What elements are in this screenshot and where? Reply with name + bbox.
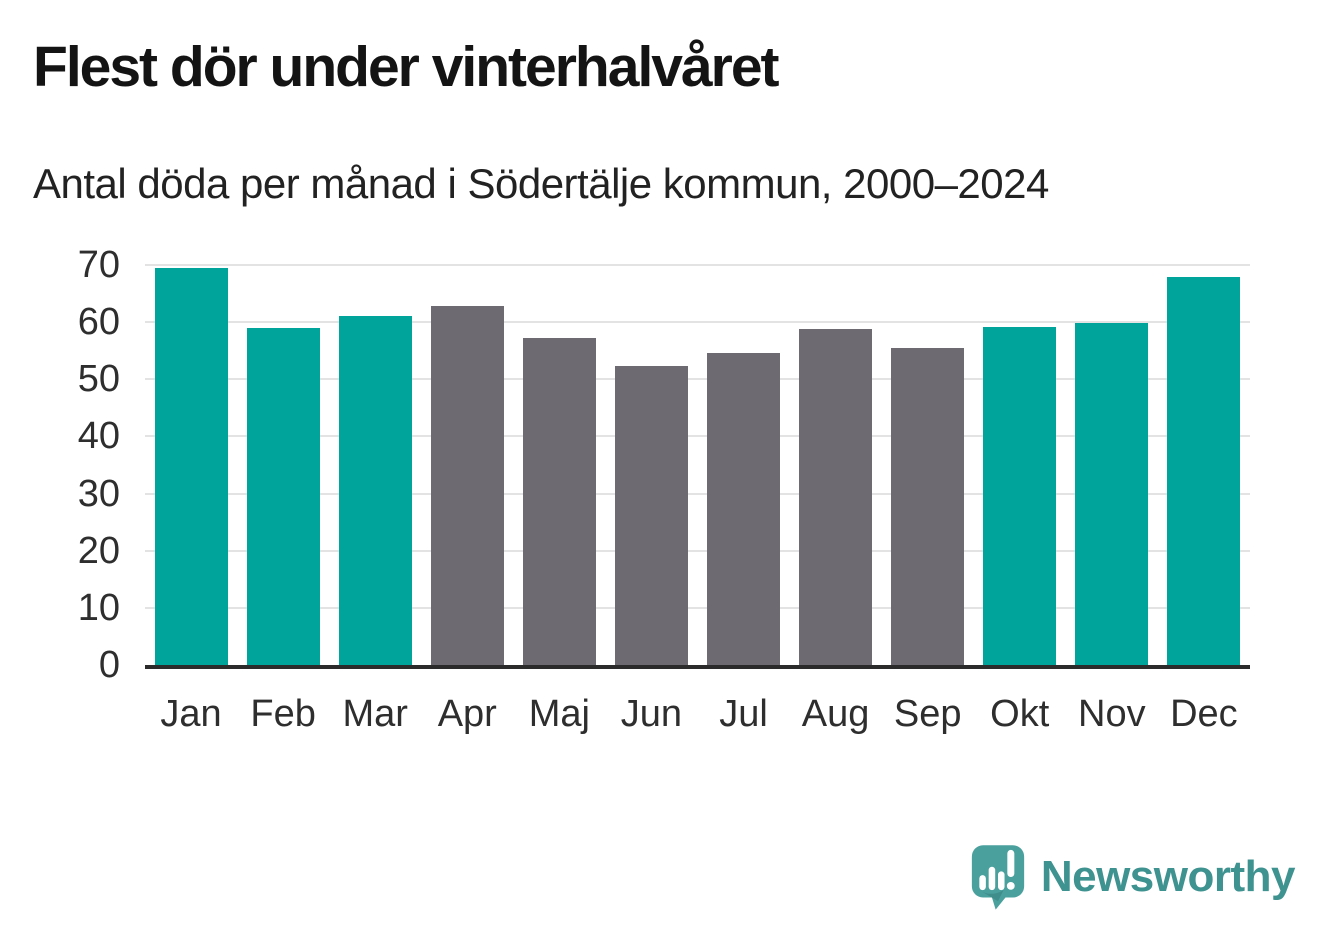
x-tick-label-apr: Apr xyxy=(437,693,497,735)
gridline-30 xyxy=(145,492,1250,495)
logo-bar-mid-icon xyxy=(997,871,1005,891)
bar-band-jul xyxy=(697,265,789,665)
bar-dec xyxy=(1167,277,1241,665)
gridline-50 xyxy=(145,378,1250,381)
bar-nov xyxy=(1075,323,1149,665)
logo-bar-tall-icon xyxy=(988,866,996,891)
x-axis: Jan Feb Mar Apr Maj Jun Jul Aug Sep Okt Nov Dec xyxy=(145,693,1250,736)
x-tick-label-jan: Jan xyxy=(160,693,222,735)
x-tick-label-feb: Feb xyxy=(250,693,316,735)
gridline-20 xyxy=(145,549,1250,552)
logo-exclamation-icon xyxy=(1007,849,1015,877)
bar-jun xyxy=(614,366,688,665)
bar-band-jun xyxy=(605,265,697,665)
gridline-60 xyxy=(145,321,1250,324)
x-tick-label-okt: Okt xyxy=(990,693,1050,735)
y-tick-label-50: 50 xyxy=(77,358,120,401)
bar-sep xyxy=(891,347,965,665)
logo-bar-short-icon xyxy=(979,875,986,891)
bar-band-sep xyxy=(882,265,974,665)
x-tick-label-sep: Sep xyxy=(893,693,962,735)
x-tick-label-aug: Aug xyxy=(801,693,870,735)
y-tick-label-0: 0 xyxy=(98,644,120,686)
x-tick-label-mar: Mar xyxy=(342,693,408,735)
bar-aug xyxy=(799,329,873,665)
chart-subtitle: Antal döda per månad i Södertälje kommun… xyxy=(33,160,1049,207)
bar-jul xyxy=(707,353,780,665)
x-tick-label-nov: Nov xyxy=(1078,693,1146,735)
newsworthy-logo-icon xyxy=(971,845,1024,910)
gridline-70 xyxy=(145,264,1250,266)
newsworthy-logo-text: Newsworthy xyxy=(1040,852,1296,901)
bar-mar xyxy=(338,316,412,665)
bar-feb xyxy=(246,327,320,665)
bar-band-dec xyxy=(1158,265,1250,665)
bar-band-nov xyxy=(1066,265,1158,665)
bar-band-feb xyxy=(237,265,329,665)
y-axis: 0 10 20 30 40 50 60 70 xyxy=(0,246,120,684)
bar-band-okt xyxy=(974,265,1066,665)
y-tick-label-30: 30 xyxy=(77,472,120,515)
bar-maj xyxy=(522,338,596,665)
bar-band-aug xyxy=(790,265,882,665)
page-title: Flest dör under vinterhalvåret xyxy=(33,35,780,99)
bar-chart: 0 10 20 30 40 50 60 70 Jan Feb Mar Apr Maj Jun Jul Aug… xyxy=(0,246,1322,753)
x-tick-label-jul: Jul xyxy=(719,693,768,735)
bar-band-maj xyxy=(513,265,605,665)
bar-band-jan xyxy=(145,265,237,665)
x-tick-label-dec: Dec xyxy=(1170,693,1238,735)
bar-band-mar xyxy=(329,265,421,665)
plot-area xyxy=(145,264,1250,669)
x-tick-label-jun: Jun xyxy=(620,693,683,735)
bar-okt xyxy=(983,326,1057,665)
gridline-40 xyxy=(145,435,1250,438)
gridline-10 xyxy=(145,606,1250,609)
y-tick-label-60: 60 xyxy=(77,301,120,344)
y-tick-label-10: 10 xyxy=(77,586,120,629)
bar-band-apr xyxy=(421,265,513,665)
y-tick-label-40: 40 xyxy=(77,415,120,458)
y-tick-label-70: 70 xyxy=(77,244,120,286)
y-tick-label-20: 20 xyxy=(77,529,120,572)
bar-apr xyxy=(430,305,504,665)
bar-jan xyxy=(154,268,228,665)
newsworthy-logo: Newsworthy xyxy=(970,843,1296,911)
x-tick-label-maj: Maj xyxy=(528,693,590,735)
